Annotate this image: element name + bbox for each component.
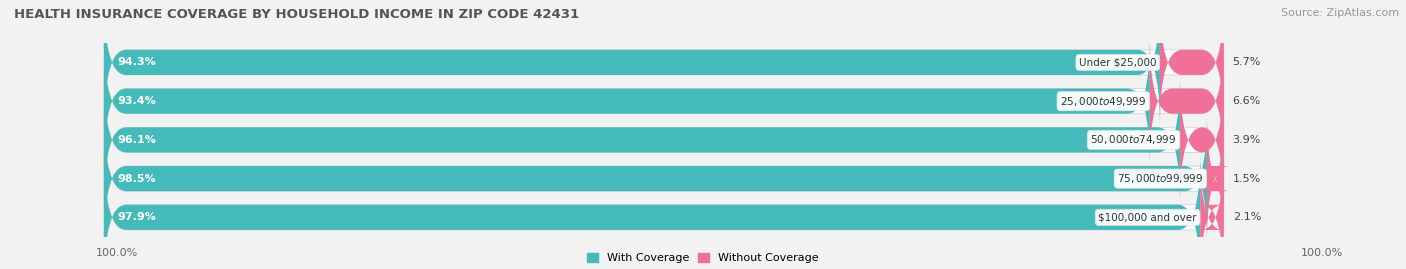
FancyBboxPatch shape (1201, 114, 1229, 243)
Text: 94.3%: 94.3% (118, 57, 156, 68)
FancyBboxPatch shape (104, 75, 1223, 205)
FancyBboxPatch shape (104, 0, 1223, 127)
FancyBboxPatch shape (104, 153, 1223, 269)
Text: 97.9%: 97.9% (118, 212, 156, 222)
FancyBboxPatch shape (104, 0, 1160, 127)
FancyBboxPatch shape (104, 114, 1223, 243)
FancyBboxPatch shape (104, 36, 1150, 166)
FancyBboxPatch shape (104, 114, 1206, 243)
Text: 93.4%: 93.4% (118, 96, 156, 106)
Text: 1.5%: 1.5% (1233, 174, 1261, 184)
Legend: With Coverage, Without Coverage: With Coverage, Without Coverage (588, 253, 818, 263)
FancyBboxPatch shape (104, 36, 1223, 166)
FancyBboxPatch shape (104, 75, 1180, 205)
Text: 100.0%: 100.0% (96, 248, 138, 258)
FancyBboxPatch shape (1160, 0, 1223, 127)
FancyBboxPatch shape (1150, 36, 1223, 166)
Text: 3.9%: 3.9% (1233, 135, 1261, 145)
Text: $75,000 to $99,999: $75,000 to $99,999 (1118, 172, 1204, 185)
Text: $100,000 and over: $100,000 and over (1098, 212, 1197, 222)
Text: Source: ZipAtlas.com: Source: ZipAtlas.com (1281, 8, 1399, 18)
Text: 98.5%: 98.5% (118, 174, 156, 184)
FancyBboxPatch shape (104, 153, 1201, 269)
Text: 2.1%: 2.1% (1233, 212, 1261, 222)
Text: HEALTH INSURANCE COVERAGE BY HOUSEHOLD INCOME IN ZIP CODE 42431: HEALTH INSURANCE COVERAGE BY HOUSEHOLD I… (14, 8, 579, 21)
Text: 5.7%: 5.7% (1233, 57, 1261, 68)
Text: Under $25,000: Under $25,000 (1078, 57, 1157, 68)
FancyBboxPatch shape (1201, 153, 1223, 269)
Text: 6.6%: 6.6% (1233, 96, 1261, 106)
Text: 96.1%: 96.1% (118, 135, 156, 145)
Text: 100.0%: 100.0% (1301, 248, 1343, 258)
Text: $25,000 to $49,999: $25,000 to $49,999 (1060, 95, 1146, 108)
Text: $50,000 to $74,999: $50,000 to $74,999 (1091, 133, 1177, 146)
FancyBboxPatch shape (1180, 75, 1223, 205)
